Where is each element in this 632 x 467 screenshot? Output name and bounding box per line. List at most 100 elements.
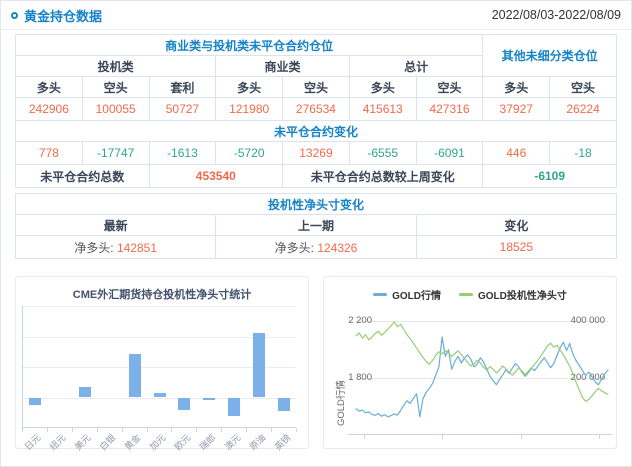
net-long-latest-label: 净多头: <box>74 240 114 255</box>
y-left-tick-label: 1 800 <box>348 372 372 383</box>
x-axis-tick <box>296 428 297 432</box>
change-value: 778 <box>15 141 83 165</box>
gridline <box>23 336 296 338</box>
x-axis-tick <box>599 435 600 439</box>
x-axis-tick <box>221 428 223 432</box>
x-category-label: 纽元 <box>48 432 68 453</box>
net-long-latest-value: 142851 <box>116 240 158 255</box>
bar-xaxis: 日元 纽元 美元 白银 黄金 加元 欧元 瑞郎 澳元 原油 英镑 <box>22 428 297 453</box>
change-value: 13269 <box>282 141 350 165</box>
gridline <box>23 367 296 368</box>
x-axis-tick <box>46 428 48 432</box>
total-oi-change-label: 未平仓合约总数较上周变化 <box>282 164 484 188</box>
bar-美元 <box>79 386 92 398</box>
x-axis-tick <box>246 428 248 432</box>
y-right-tick-label: 200 000 <box>570 372 605 383</box>
legend-item-gold-price[interactable]: GOLD行情 <box>373 287 441 302</box>
x-axis-tick <box>271 428 273 432</box>
col-header: 多头 <box>482 76 551 98</box>
group-other-header: 其他未细分类仓位 <box>482 34 617 77</box>
subgroup-total: 总计 <box>348 55 484 77</box>
position-value: 276534 <box>282 97 350 121</box>
series-GOLD投机性净头寸 <box>355 321 609 403</box>
topbar: 黄金持仓数据 2022/08/03-2022/08/09 <box>1 1 631 30</box>
charts-row: CME外汇期货持仓投机性净头寸统计 日元 纽元 美元 白银 黄金 加元 欧元 瑞郎 澳元 原油 英镑… <box>15 276 617 453</box>
position-value: 50727 <box>148 97 217 121</box>
y-left-tick-label: 2 200 <box>348 315 372 326</box>
change-section-title: 未平仓合约变化 <box>15 120 617 142</box>
net-long-previous: 净多头: 124326 <box>215 235 417 259</box>
total-oi-label: 未平仓合约总数 <box>15 164 150 188</box>
bar-plot <box>22 306 296 428</box>
gridline <box>356 378 608 379</box>
net-position-table: 投机性净头寸变化 最新 上一期 变化 净多头: 142851 净多头: 1243… <box>14 193 618 259</box>
line-plot-svg <box>355 321 609 418</box>
col-header: 空头 <box>549 76 617 98</box>
net-long-previous-label: 净多头: <box>274 240 314 255</box>
gridline <box>23 306 296 307</box>
net-long-previous-value: 124326 <box>317 240 358 255</box>
net-position-title: 投机性净头寸变化 <box>15 193 617 215</box>
circle-bullet-icon <box>11 11 18 19</box>
total-oi-value: 453540 <box>148 164 284 188</box>
cme-net-position-bar-chart: CME外汇期货持仓投机性净头寸统计 日元 纽元 美元 白银 黄金 加元 欧元 瑞郎 澳元 原油 英镑 <box>15 276 309 453</box>
bar-欧元 <box>178 397 191 410</box>
position-table: 商业类与投机类未平仓合约仓位 其他未细分类仓位 投机类 商业类 总计 多头 空头… <box>14 34 617 188</box>
net-long-change-value: 18525 <box>415 235 618 259</box>
position-value: 37927 <box>482 97 551 121</box>
x-axis-tick <box>96 428 98 432</box>
series-GOLD行情 <box>355 336 609 418</box>
group-main-header: 商业类与投机类未平仓合约仓位 <box>14 34 484 56</box>
x-axis-tick <box>364 435 365 439</box>
bar-加元 <box>153 392 166 398</box>
position-value: 26224 <box>549 97 617 121</box>
x-axis-line <box>348 434 612 435</box>
x-axis-tick <box>521 435 522 439</box>
x-category-label: 美元 <box>72 432 93 453</box>
col-header: 多头 <box>348 76 417 98</box>
x-category-label: 瑞郎 <box>197 432 218 453</box>
legend-item-net-position[interactable]: GOLD投机性净头寸 <box>459 287 567 302</box>
bar-澳元 <box>227 397 240 417</box>
col-header: 空头 <box>415 76 484 98</box>
content: 商业类与投机类未平仓合约仓位 其他未细分类仓位 投机类 商业类 总计 多头 空头… <box>1 30 631 453</box>
x-category-label: 黄金 <box>122 432 143 453</box>
change-value: 446 <box>482 141 551 165</box>
subgroup-commercial: 商业类 <box>215 55 350 77</box>
x-axis-tick <box>22 428 23 432</box>
col-header-change: 变化 <box>415 214 618 236</box>
col-header: 多头 <box>215 76 284 98</box>
bar-日元 <box>29 397 42 406</box>
change-value: -1613 <box>148 141 217 165</box>
col-header: 多头 <box>15 76 83 98</box>
page-title: 黄金持仓数据 <box>24 8 103 24</box>
subgroup-speculative: 投机类 <box>14 55 217 77</box>
total-oi-change-value: -6109 <box>482 164 617 188</box>
position-value: 242906 <box>15 97 83 121</box>
position-value: 427316 <box>415 97 484 121</box>
col-header-latest: 最新 <box>14 214 217 236</box>
legend-label: GOLD投机性净头寸 <box>478 291 567 302</box>
line-plot: 2 200 1 800 400 000 200 000 <box>348 315 612 439</box>
x-axis-tick <box>442 435 443 439</box>
gridline <box>356 321 608 322</box>
chart-legend: GOLD行情 GOLD投机性净头寸 <box>324 277 616 302</box>
change-value: -17747 <box>81 141 150 165</box>
y-right-tick-label: 400 000 <box>570 315 605 326</box>
col-header: 套利 <box>148 76 217 98</box>
bar-瑞郎 <box>203 397 216 400</box>
legend-dash-icon <box>373 293 388 296</box>
y-axis-title: GOLD行情 <box>336 380 347 426</box>
col-header-previous: 上一期 <box>215 214 417 236</box>
x-axis-tick <box>146 428 148 432</box>
x-axis-tick <box>121 428 123 432</box>
col-header: 空头 <box>282 76 350 98</box>
gold-price-netposition-line-chart: GOLD行情 GOLD投机性净头寸 2 200 1 8 <box>323 276 617 449</box>
bar-黄金 <box>128 353 141 398</box>
x-category-label: 加元 <box>147 432 168 453</box>
x-axis-tick <box>171 428 173 432</box>
position-value: 121980 <box>215 97 284 121</box>
net-long-latest: 净多头: 142851 <box>14 235 217 259</box>
col-header: 空头 <box>81 76 150 98</box>
x-axis-tick <box>196 428 198 432</box>
